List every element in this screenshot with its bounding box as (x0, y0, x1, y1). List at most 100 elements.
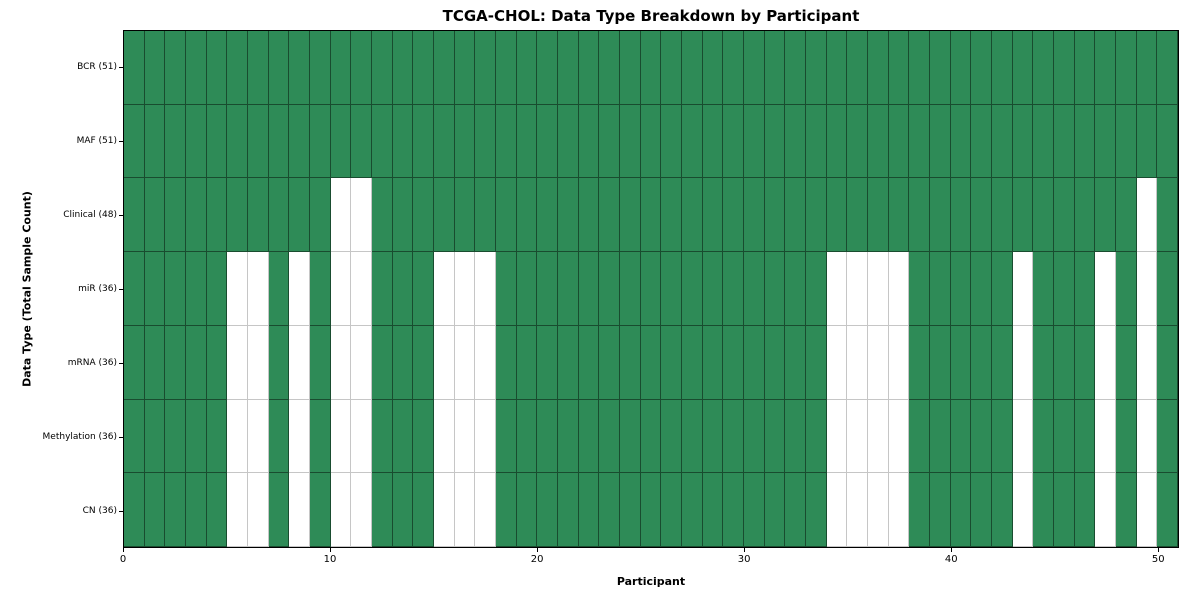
cell-cn-p37 (888, 473, 910, 547)
cell-mir-p28 (702, 252, 724, 326)
cell-methylation-p33 (805, 399, 827, 474)
cell-mir-p43 (1012, 252, 1034, 326)
cell-maf-p24 (619, 104, 641, 179)
y-tick-mark-clinical (119, 215, 123, 216)
cell-mir-p48 (1115, 252, 1137, 326)
cell-bcr-p9 (309, 31, 331, 105)
cell-maf-p18 (495, 104, 517, 179)
chart-title: TCGA-CHOL: Data Type Breakdown by Partic… (442, 7, 860, 25)
cell-bcr-p12 (371, 31, 393, 105)
cell-clinical-p27 (681, 178, 703, 253)
cell-bcr-p50 (1157, 31, 1178, 105)
cell-bcr-p15 (433, 31, 455, 105)
cell-mir-p25 (640, 252, 662, 326)
cell-methylation-p31 (764, 399, 786, 474)
cell-methylation-p1 (144, 399, 166, 474)
cell-maf-p39 (929, 104, 951, 179)
cell-clinical-p12 (371, 178, 393, 253)
cell-maf-p21 (557, 104, 579, 179)
cell-cn-p12 (371, 473, 393, 547)
cell-bcr-p27 (681, 31, 703, 105)
cell-bcr-p7 (268, 31, 290, 105)
x-tick-mark-20 (537, 548, 539, 552)
cell-methylation-p44 (1033, 399, 1054, 474)
x-tick-label-20: 20 (530, 554, 544, 565)
cell-mir-p8 (289, 252, 310, 326)
cell-methylation-p3 (185, 399, 207, 474)
plot-area: Present Absent (123, 30, 1179, 548)
cell-mir-p35 (847, 252, 868, 326)
cell-cn-p45 (1053, 473, 1075, 547)
cell-methylation-p19 (516, 399, 538, 474)
cell-mrna-p22 (578, 325, 600, 400)
cell-bcr-p39 (929, 31, 951, 105)
cell-mrna-p18 (495, 325, 517, 400)
cell-mrna-p2 (165, 325, 186, 400)
cell-maf-p47 (1095, 104, 1116, 179)
cell-mrna-p0 (124, 325, 145, 400)
cell-mrna-p39 (929, 325, 951, 400)
cell-clinical-p4 (206, 178, 228, 253)
cell-maf-p19 (516, 104, 538, 179)
cell-mir-p47 (1095, 252, 1116, 326)
cell-clinical-p6 (247, 178, 269, 253)
cell-mrna-p4 (206, 325, 228, 400)
cell-mir-p49 (1136, 252, 1158, 326)
cell-mir-p15 (433, 252, 455, 326)
cell-clinical-p18 (495, 178, 517, 253)
cell-cn-p28 (702, 473, 724, 547)
cell-mrna-p43 (1012, 325, 1034, 400)
cell-cn-p4 (206, 473, 228, 547)
cell-methylation-p29 (723, 399, 744, 474)
cell-mir-p22 (578, 252, 600, 326)
cell-bcr-p49 (1136, 31, 1158, 105)
cell-cn-p44 (1033, 473, 1054, 547)
cell-maf-p46 (1074, 104, 1096, 179)
cell-cn-p6 (247, 473, 269, 547)
cell-mir-p31 (764, 252, 786, 326)
cell-clinical-p31 (764, 178, 786, 253)
cell-mir-p4 (206, 252, 228, 326)
cell-maf-p16 (454, 104, 476, 179)
cell-mrna-p32 (785, 325, 806, 400)
cell-mir-p42 (991, 252, 1013, 326)
cell-maf-p5 (227, 104, 248, 179)
cell-mrna-p6 (247, 325, 269, 400)
cell-cn-p5 (227, 473, 248, 547)
cell-methylation-p6 (247, 399, 269, 474)
cell-bcr-p24 (619, 31, 641, 105)
cell-bcr-p18 (495, 31, 517, 105)
cell-maf-p48 (1115, 104, 1137, 179)
cell-mir-p24 (619, 252, 641, 326)
cell-maf-p38 (909, 104, 930, 179)
cell-methylation-p15 (433, 399, 455, 474)
cell-clinical-p19 (516, 178, 538, 253)
cell-mrna-p46 (1074, 325, 1096, 400)
cell-cn-p29 (723, 473, 744, 547)
cell-cn-p38 (909, 473, 930, 547)
cell-methylation-p24 (619, 399, 641, 474)
cell-cn-p22 (578, 473, 600, 547)
cell-mir-p18 (495, 252, 517, 326)
cell-cn-p40 (950, 473, 972, 547)
cell-clinical-p2 (165, 178, 186, 253)
cell-mrna-p29 (723, 325, 744, 400)
cell-methylation-p50 (1157, 399, 1178, 474)
y-tick-mark-bcr (119, 67, 123, 68)
cell-bcr-p28 (702, 31, 724, 105)
cell-clinical-p35 (847, 178, 868, 253)
cell-maf-p33 (805, 104, 827, 179)
cell-methylation-p18 (495, 399, 517, 474)
cell-cn-p35 (847, 473, 868, 547)
cell-maf-p26 (661, 104, 682, 179)
cell-methylation-p7 (268, 399, 290, 474)
cell-clinical-p26 (661, 178, 682, 253)
cell-bcr-p2 (165, 31, 186, 105)
cell-mrna-p42 (991, 325, 1013, 400)
cell-cn-p33 (805, 473, 827, 547)
cell-mir-p3 (185, 252, 207, 326)
cell-mir-p0 (124, 252, 145, 326)
cell-maf-p12 (371, 104, 393, 179)
cell-clinical-p48 (1115, 178, 1137, 253)
cell-mir-p11 (351, 252, 372, 326)
